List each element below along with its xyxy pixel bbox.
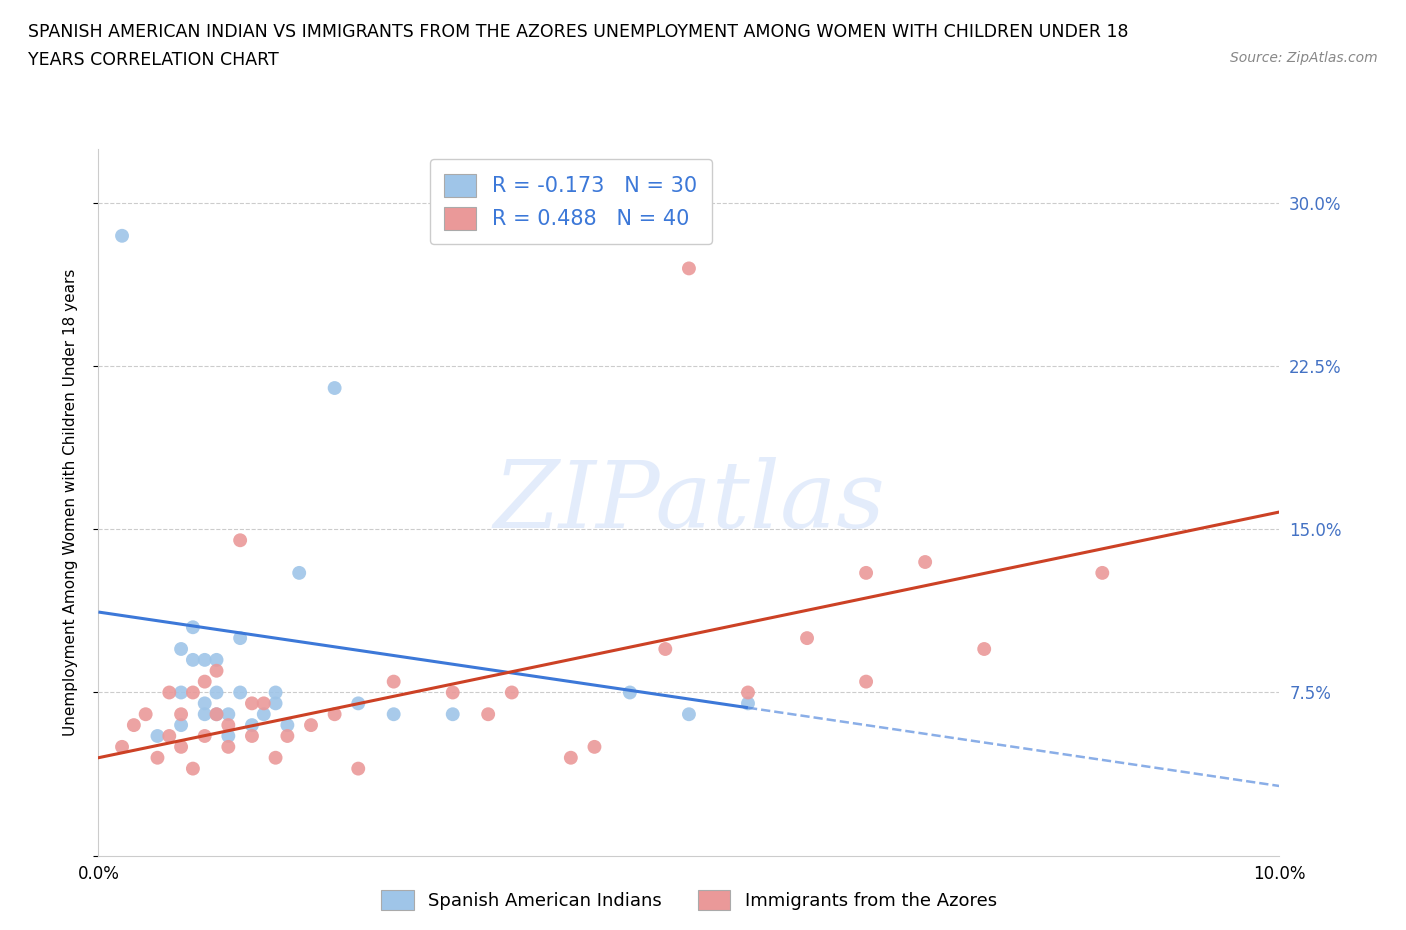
Point — [194, 707, 217, 722]
Point — [122, 718, 145, 733]
Point — [229, 533, 252, 548]
Point — [560, 751, 582, 765]
Legend: Spanish American Indians, Immigrants from the Azores: Spanish American Indians, Immigrants fro… — [374, 883, 1004, 917]
Y-axis label: Unemployment Among Women with Children Under 18 years: Unemployment Among Women with Children U… — [63, 269, 77, 736]
Point — [347, 761, 370, 776]
Point — [135, 707, 157, 722]
Text: SPANISH AMERICAN INDIAN VS IMMIGRANTS FROM THE AZORES UNEMPLOYMENT AMONG WOMEN W: SPANISH AMERICAN INDIAN VS IMMIGRANTS FR… — [28, 23, 1129, 41]
Point — [619, 685, 641, 700]
Point — [194, 728, 217, 743]
Point — [170, 685, 193, 700]
Point — [240, 696, 263, 711]
Point — [276, 718, 298, 733]
Point — [205, 685, 228, 700]
Point — [583, 739, 606, 754]
Point — [240, 718, 263, 733]
Point — [477, 707, 499, 722]
Point — [347, 696, 370, 711]
Point — [264, 751, 287, 765]
Point — [914, 554, 936, 569]
Point — [157, 685, 180, 700]
Point — [253, 707, 276, 722]
Point — [217, 728, 239, 743]
Text: Source: ZipAtlas.com: Source: ZipAtlas.com — [1230, 51, 1378, 65]
Point — [441, 707, 464, 722]
Point — [146, 728, 169, 743]
Point — [382, 674, 405, 689]
Point — [678, 707, 700, 722]
Point — [205, 707, 228, 722]
Point — [111, 229, 134, 244]
Text: ZIPatlas: ZIPatlas — [494, 458, 884, 547]
Point — [111, 739, 134, 754]
Point — [181, 761, 204, 776]
Point — [796, 631, 818, 645]
Point — [276, 728, 298, 743]
Point — [973, 642, 995, 657]
Point — [264, 685, 287, 700]
Point — [253, 696, 276, 711]
Point — [382, 707, 405, 722]
Point — [855, 674, 877, 689]
Point — [170, 718, 193, 733]
Point — [170, 642, 193, 657]
Point — [205, 653, 228, 668]
Point — [217, 739, 239, 754]
Point — [288, 565, 311, 580]
Point — [1091, 565, 1114, 580]
Point — [170, 739, 193, 754]
Point — [737, 696, 759, 711]
Point — [194, 696, 217, 711]
Point — [181, 619, 204, 634]
Point — [441, 685, 464, 700]
Point — [323, 707, 346, 722]
Point — [170, 707, 193, 722]
Point — [181, 685, 204, 700]
Point — [217, 718, 239, 733]
Point — [323, 380, 346, 395]
Point — [654, 642, 676, 657]
Point — [737, 685, 759, 700]
Point — [194, 653, 217, 668]
Text: YEARS CORRELATION CHART: YEARS CORRELATION CHART — [28, 51, 278, 69]
Point — [146, 751, 169, 765]
Point — [501, 685, 523, 700]
Point — [229, 631, 252, 645]
Point — [157, 728, 180, 743]
Point — [678, 261, 700, 276]
Point — [217, 707, 239, 722]
Point — [299, 718, 322, 733]
Point — [205, 663, 228, 678]
Point — [240, 728, 263, 743]
Point — [229, 685, 252, 700]
Point — [855, 565, 877, 580]
Point — [205, 707, 228, 722]
Point — [181, 653, 204, 668]
Point — [194, 674, 217, 689]
Point — [264, 696, 287, 711]
